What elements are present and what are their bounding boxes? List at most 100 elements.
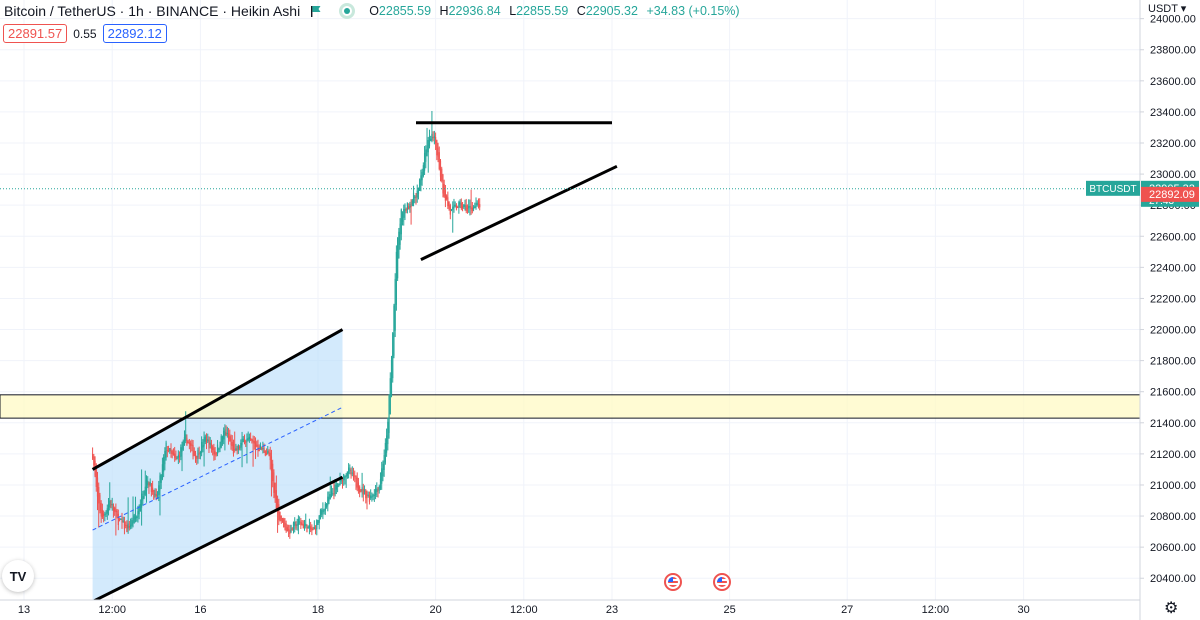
candle-body	[291, 528, 293, 530]
close-value: 22905.32	[585, 4, 638, 18]
candle-body	[285, 523, 287, 531]
candle-body	[275, 490, 277, 509]
rising-support-line	[420, 164, 618, 261]
candle-body	[388, 395, 390, 433]
candle-body	[188, 442, 190, 445]
candle-body	[280, 515, 282, 521]
candle-body	[165, 442, 167, 458]
candle-body	[421, 172, 423, 181]
candle-body	[284, 522, 286, 525]
candle-body	[328, 497, 330, 502]
candle-body	[172, 452, 175, 455]
candle-body	[122, 520, 124, 522]
candle-body	[368, 495, 371, 502]
candle-body	[177, 454, 179, 458]
candle-body	[332, 493, 334, 495]
candle-body	[305, 523, 307, 526]
us-flag-icon[interactable]	[713, 573, 732, 591]
candle-body	[334, 485, 336, 495]
candle-body	[314, 528, 317, 531]
candle-body	[323, 510, 325, 512]
candle-body	[392, 333, 394, 379]
currency-selector[interactable]: USDT ▾	[1148, 3, 1187, 15]
candle-body	[214, 451, 216, 456]
high-key: H	[439, 4, 449, 18]
candle-body	[186, 437, 188, 446]
candle-body	[227, 433, 230, 439]
candle-body	[311, 527, 313, 531]
candle-body	[175, 455, 177, 460]
candle-body	[395, 251, 397, 305]
candle-body	[397, 237, 399, 279]
candle-body	[333, 493, 335, 495]
y-tick-label: 22400.00	[1150, 262, 1196, 274]
candle-body	[241, 438, 243, 446]
candle-body	[394, 278, 396, 331]
candle-body	[199, 452, 201, 455]
candle-body	[426, 148, 428, 156]
y-tick-label: 21200.00	[1150, 449, 1196, 461]
candle-body	[476, 202, 478, 206]
candle-body	[160, 474, 162, 483]
candle-body	[437, 147, 439, 157]
y-tick-label: 23200.00	[1150, 138, 1196, 150]
low-value: 22855.59	[516, 4, 569, 18]
price-axis	[1140, 0, 1200, 620]
candle-body	[398, 231, 400, 259]
candle-body	[267, 450, 269, 454]
candle-body	[120, 518, 122, 520]
candle-body	[101, 509, 103, 518]
candle-body	[290, 525, 292, 532]
candle-body	[216, 444, 219, 454]
candle-body	[381, 468, 383, 484]
candle-body	[438, 152, 440, 170]
gear-icon[interactable]: ⚙	[1164, 600, 1179, 617]
candle-body	[208, 440, 210, 449]
candle-body	[230, 438, 232, 446]
candle-body	[339, 477, 341, 485]
candle-body	[405, 209, 407, 211]
us-flag-icon[interactable]	[664, 573, 683, 591]
candle-body	[139, 503, 141, 512]
candle-body	[447, 197, 449, 207]
candle-body	[443, 184, 445, 197]
bid-price-value: 22892.09	[1149, 189, 1195, 201]
candle-body	[295, 523, 297, 528]
candle-body	[457, 206, 459, 208]
candle-body	[379, 479, 382, 489]
candle-body	[412, 192, 415, 204]
candle-body	[425, 149, 427, 162]
flag-icon[interactable]	[310, 5, 321, 17]
candle-body	[416, 190, 418, 198]
candle-body	[352, 472, 355, 479]
candle-body	[374, 488, 377, 496]
tradingview-logo[interactable]: TV	[2, 560, 34, 592]
candle-body	[345, 474, 347, 478]
candle-body	[319, 510, 322, 520]
candle-body	[474, 206, 476, 209]
buy-button[interactable]: 22892.12	[102, 24, 167, 43]
candle-body	[198, 453, 200, 455]
y-tick-label: 23600.00	[1150, 76, 1196, 88]
candle-body	[446, 195, 448, 200]
candle-body	[351, 472, 353, 474]
candle-body	[427, 140, 429, 153]
candle-body	[403, 208, 405, 218]
candle-body	[106, 508, 108, 514]
candle-body	[300, 521, 302, 526]
x-tick-label: 30	[1017, 604, 1029, 616]
candle-body	[104, 514, 106, 516]
candle-body	[181, 447, 183, 452]
sell-button[interactable]: 22891.57	[3, 24, 68, 43]
candle-body	[383, 454, 385, 471]
candle-body	[201, 442, 203, 454]
candle-body	[422, 165, 424, 177]
x-tick-label: 13	[18, 604, 30, 616]
candle-body	[248, 436, 250, 440]
candle-body	[461, 205, 464, 209]
y-tick-label: 23000.00	[1150, 169, 1196, 181]
candle-body	[219, 446, 221, 449]
symbol-title[interactable]: Bitcoin / TetherUS · 1h · BINANCE · Heik…	[4, 3, 301, 19]
candle-body	[454, 204, 456, 207]
